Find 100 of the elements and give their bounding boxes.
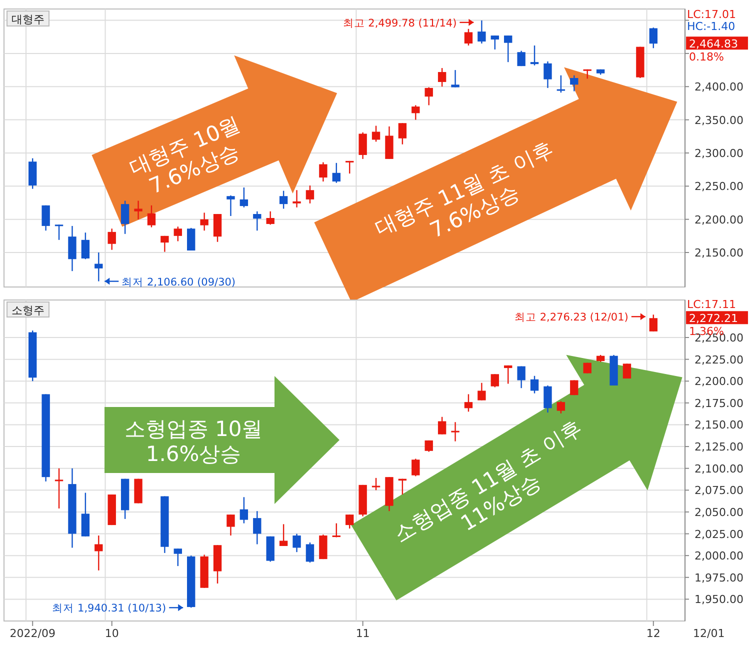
candlestick	[346, 514, 354, 530]
y-tick-label: 2,175.00	[694, 396, 744, 410]
chart-title: 소형주	[12, 304, 44, 317]
candlestick	[213, 213, 222, 242]
y-tick-label: 2,125.00	[694, 440, 744, 454]
y-tick-label: 2,225.00	[694, 353, 744, 366]
y-tick-label: 2,200.00	[694, 375, 744, 388]
candlestick	[464, 28, 473, 46]
annotation: 소형업종 10월 1.6%상승	[124, 417, 263, 466]
candlestick	[174, 226, 182, 242]
candlestick	[530, 375, 539, 394]
candlestick	[147, 204, 156, 228]
candlestick	[504, 364, 512, 384]
y-tick-label: 2,025.00	[694, 528, 744, 541]
candlestick	[279, 190, 288, 210]
candlestick	[108, 228, 116, 250]
candlestick	[649, 26, 658, 49]
text: LC:17.11	[687, 298, 736, 311]
candlestick	[451, 422, 460, 442]
y-tick-label: 2,150.00	[694, 418, 744, 432]
candlestick	[398, 122, 407, 145]
candlestick	[253, 510, 262, 545]
x-tick-label: 2022/09	[10, 627, 56, 640]
x-tick-label: 10	[104, 627, 119, 640]
text: 0.18%	[689, 50, 724, 64]
candlestick	[372, 125, 380, 142]
candlestick	[570, 74, 578, 92]
candlestick	[306, 184, 314, 204]
candlestick	[94, 252, 103, 282]
candlestick	[200, 212, 208, 232]
candlestick	[424, 86, 433, 106]
candlestick	[292, 533, 301, 553]
candlestick	[81, 492, 90, 537]
candlestick	[28, 158, 37, 190]
candlestick	[81, 232, 90, 260]
candlestick	[279, 524, 288, 547]
y-tick-label: 2,150.00	[694, 246, 744, 260]
candlestick	[292, 190, 301, 208]
candlestick	[358, 132, 367, 160]
candlestick	[372, 477, 380, 491]
y-tick-label: 1,975.00	[694, 571, 744, 584]
candlestick	[412, 458, 420, 477]
y-tick-label: 1,950.00	[694, 593, 744, 606]
text: 2,272.21	[689, 312, 738, 326]
y-tick-label: 2,200.00	[694, 213, 744, 226]
candlestick	[478, 382, 486, 401]
candlestick	[517, 366, 526, 389]
candlestick	[120, 200, 130, 235]
y-tick-label: 2,300.00	[694, 146, 744, 160]
candlestick	[332, 522, 340, 538]
candlestick	[54, 224, 64, 240]
candlestick	[226, 514, 235, 536]
candlestick	[504, 34, 512, 63]
y-tick-label: 2,100.00	[694, 462, 744, 476]
candlestick	[438, 416, 446, 435]
candlestick	[622, 363, 632, 380]
candlestick	[54, 468, 64, 510]
candlestick	[94, 534, 103, 572]
y-tick-label: 2,350.00	[694, 114, 744, 127]
chart-title: 대형주	[12, 13, 44, 26]
annotation: 최고 2,499.78 (11/14)	[342, 17, 457, 30]
candlestick	[490, 374, 499, 388]
annotation: 최저 2,106.60 (09/30)	[122, 276, 236, 288]
candlestick	[319, 162, 328, 182]
candlestick	[306, 542, 314, 564]
text: LC:17.01	[687, 8, 736, 21]
candlestick	[346, 160, 354, 174]
candlestick	[134, 200, 142, 220]
candlestick	[530, 44, 539, 66]
candlestick	[240, 186, 248, 208]
text: 12/01	[693, 627, 725, 640]
candlestick	[412, 104, 420, 120]
candlestick	[438, 67, 446, 88]
annotation: 최고 2,276.23 (12/01)	[514, 312, 628, 324]
candlestick	[253, 210, 262, 232]
candlestick	[385, 126, 394, 160]
candlestick	[240, 496, 248, 524]
candlestick	[68, 225, 76, 272]
candlestick	[556, 74, 566, 94]
candlestick	[649, 314, 658, 332]
candlestick	[160, 235, 169, 252]
candlestick	[544, 60, 552, 89]
candlestick	[226, 194, 235, 217]
candlestick	[490, 34, 499, 50]
candlestick	[478, 20, 486, 44]
text: 2,464.83	[689, 38, 738, 51]
candlestick	[544, 384, 552, 414]
candlestick	[332, 162, 340, 184]
y-tick-label: 2,075.00	[694, 484, 744, 498]
y-tick-label: 2,250.00	[694, 180, 744, 194]
candlestick	[517, 50, 526, 67]
candlestick	[556, 400, 566, 414]
candlestick	[451, 69, 460, 88]
y-tick-label: 2,000.00	[694, 550, 744, 563]
candlestick	[319, 534, 328, 560]
x-tick-label: 12	[646, 627, 660, 640]
candlestick	[42, 204, 50, 232]
text: HC:-1.40	[687, 20, 736, 33]
annotation: 최저 1,940.31 (10/13)	[52, 602, 166, 615]
x-tick-label: 11	[356, 627, 370, 640]
